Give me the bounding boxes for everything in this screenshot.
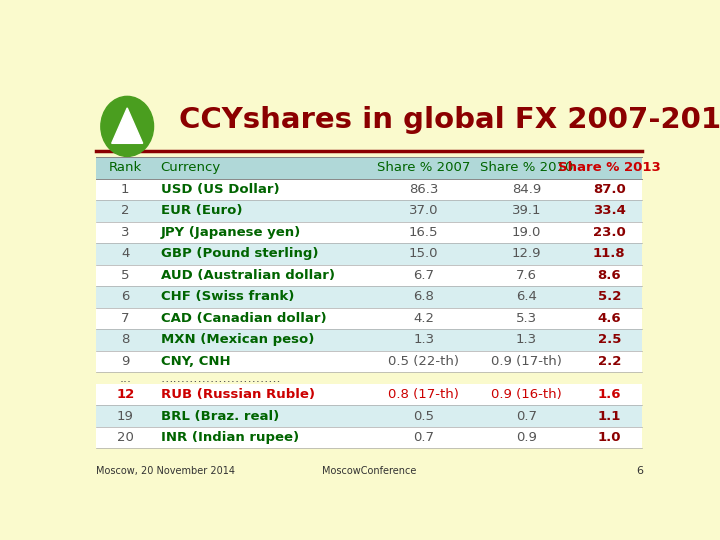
Text: 0.9 (17-th): 0.9 (17-th) — [491, 355, 562, 368]
Text: 6.8: 6.8 — [413, 291, 434, 303]
Text: Share % 2013: Share % 2013 — [558, 161, 661, 174]
Text: Share % 2010: Share % 2010 — [480, 161, 573, 174]
Bar — [96, 308, 642, 329]
Ellipse shape — [101, 96, 153, 157]
Text: 7: 7 — [121, 312, 130, 325]
Text: 8.6: 8.6 — [598, 269, 621, 282]
Text: 19: 19 — [117, 410, 134, 423]
Text: 39.1: 39.1 — [512, 205, 541, 218]
Text: NFEA: NFEA — [116, 131, 139, 140]
Text: 4: 4 — [121, 247, 130, 260]
Text: CCYshares in global FX 2007-2013: CCYshares in global FX 2007-2013 — [179, 106, 720, 134]
Bar — [96, 406, 642, 427]
Text: 0.9 (16-th): 0.9 (16-th) — [491, 388, 562, 401]
Text: 23.0: 23.0 — [593, 226, 626, 239]
Text: 1.1: 1.1 — [598, 410, 621, 423]
Text: 5.3: 5.3 — [516, 312, 537, 325]
Text: JPY (Japanese yen): JPY (Japanese yen) — [161, 226, 301, 239]
Text: 0.7: 0.7 — [413, 431, 434, 444]
Text: 33.4: 33.4 — [593, 205, 626, 218]
Text: 3: 3 — [121, 226, 130, 239]
Text: 86.3: 86.3 — [409, 183, 438, 196]
Text: 0.5: 0.5 — [413, 410, 434, 423]
Text: CNY, CNH: CNY, CNH — [161, 355, 230, 368]
Text: 19.0: 19.0 — [512, 226, 541, 239]
Text: 37.0: 37.0 — [409, 205, 438, 218]
Text: RUB (Russian Ruble): RUB (Russian Ruble) — [161, 388, 315, 401]
Text: 0.9: 0.9 — [516, 431, 537, 444]
Text: 4.2: 4.2 — [413, 312, 434, 325]
Text: CAD (Canadian dollar): CAD (Canadian dollar) — [161, 312, 326, 325]
Text: 2.5: 2.5 — [598, 333, 621, 347]
Text: AUD (Australian dollar): AUD (Australian dollar) — [161, 269, 335, 282]
Text: 4.6: 4.6 — [598, 312, 621, 325]
Text: 1.3: 1.3 — [516, 333, 537, 347]
Text: 87.0: 87.0 — [593, 183, 626, 196]
Bar — [96, 427, 642, 448]
Text: 6: 6 — [121, 291, 130, 303]
Text: 7.6: 7.6 — [516, 269, 537, 282]
Text: 1.6: 1.6 — [598, 388, 621, 401]
Text: 15.0: 15.0 — [409, 247, 438, 260]
Bar — [96, 350, 642, 372]
Text: 12: 12 — [116, 388, 135, 401]
Text: Share % 2007: Share % 2007 — [377, 161, 470, 174]
Bar — [96, 200, 642, 222]
Text: 1.3: 1.3 — [413, 333, 434, 347]
Text: GBP (Pound sterling): GBP (Pound sterling) — [161, 247, 318, 260]
Text: 20: 20 — [117, 431, 134, 444]
Text: Currency: Currency — [161, 161, 221, 174]
Bar — [96, 265, 642, 286]
Text: 12.9: 12.9 — [512, 247, 541, 260]
Text: 2: 2 — [121, 205, 130, 218]
Text: 0.5 (22-th): 0.5 (22-th) — [388, 355, 459, 368]
Text: 1.0: 1.0 — [598, 431, 621, 444]
Bar — [96, 286, 642, 308]
Text: 8: 8 — [121, 333, 130, 347]
Bar — [96, 384, 642, 406]
Text: 9: 9 — [121, 355, 130, 368]
Bar — [96, 329, 642, 350]
Text: 0.7: 0.7 — [516, 410, 537, 423]
Text: 5: 5 — [121, 269, 130, 282]
Text: 6.7: 6.7 — [413, 269, 434, 282]
Text: MXN (Mexican peso): MXN (Mexican peso) — [161, 333, 314, 347]
Bar — [96, 157, 642, 179]
Text: 0.8 (17-th): 0.8 (17-th) — [388, 388, 459, 401]
Bar — [96, 243, 642, 265]
Text: Rank: Rank — [109, 161, 142, 174]
Text: 6: 6 — [636, 466, 644, 476]
Text: INR (Indian rupee): INR (Indian rupee) — [161, 431, 299, 444]
Bar — [96, 179, 642, 200]
Text: ………………………..: ……………………….. — [161, 372, 281, 384]
Text: 5.2: 5.2 — [598, 291, 621, 303]
Text: MoscowConference: MoscowConference — [322, 466, 416, 476]
Polygon shape — [112, 108, 143, 143]
Text: ...: ... — [120, 372, 131, 384]
Text: 6.4: 6.4 — [516, 291, 537, 303]
Text: 84.9: 84.9 — [512, 183, 541, 196]
Text: EUR (Euro): EUR (Euro) — [161, 205, 242, 218]
Text: 1: 1 — [121, 183, 130, 196]
Text: 11.8: 11.8 — [593, 247, 626, 260]
Text: BRL (Braz. real): BRL (Braz. real) — [161, 410, 279, 423]
Text: USD (US Dollar): USD (US Dollar) — [161, 183, 279, 196]
Text: CHF (Swiss frank): CHF (Swiss frank) — [161, 291, 294, 303]
Text: 16.5: 16.5 — [409, 226, 438, 239]
Text: Moscow, 20 November 2014: Moscow, 20 November 2014 — [96, 466, 235, 476]
Bar — [96, 222, 642, 243]
Text: 2.2: 2.2 — [598, 355, 621, 368]
